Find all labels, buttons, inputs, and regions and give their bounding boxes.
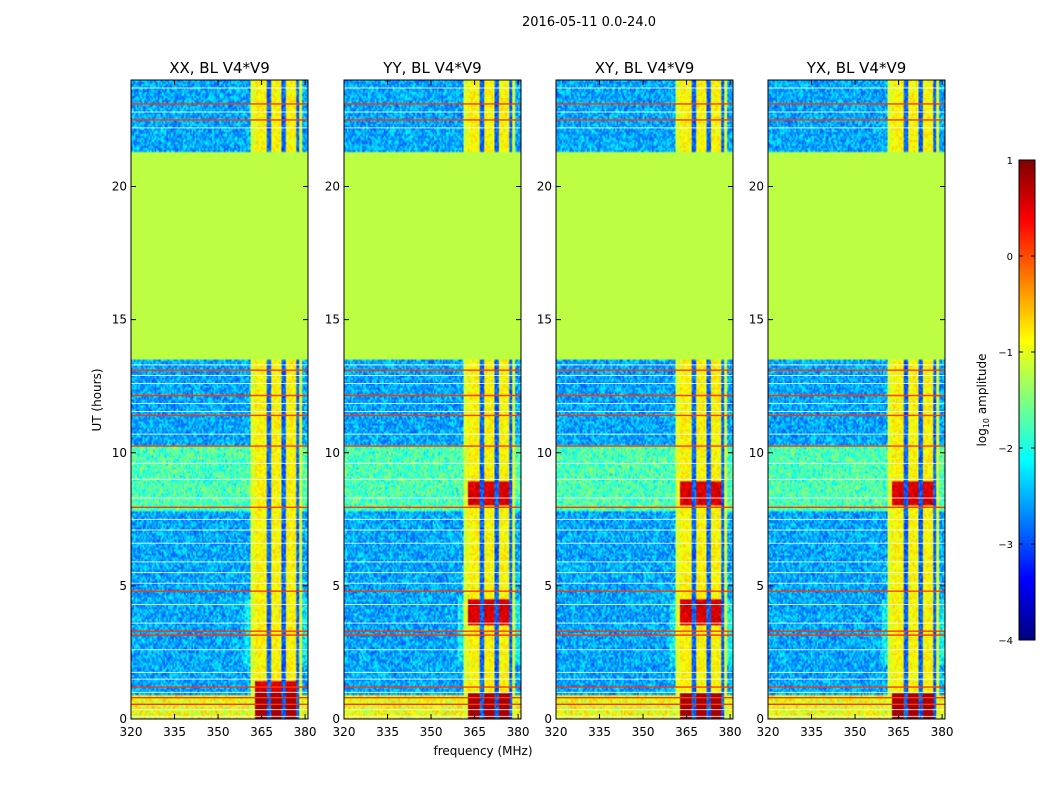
- colorbar-tick-label: −2: [998, 444, 1013, 455]
- x-tick-label: 335: [376, 725, 399, 739]
- y-tick-label: 15: [537, 313, 552, 327]
- colorbar-label-sub: 10: [982, 418, 991, 428]
- x-tick-label: 320: [120, 725, 143, 739]
- colorbar: 10−1−2−3−4 log10 amplitude: [975, 156, 1036, 647]
- x-tick-label: 320: [545, 725, 568, 739]
- x-tick-label: 335: [588, 725, 611, 739]
- y-tick-label: 10: [749, 446, 764, 460]
- y-axis-label: UT (hours): [90, 368, 104, 431]
- x-tick-label: 365: [463, 725, 486, 739]
- x-axis-label: frequency (MHz): [433, 744, 532, 758]
- spectrogram-image: [556, 80, 733, 719]
- panel-frame: [130, 79, 309, 720]
- colorbar-label: log10 amplitude: [975, 354, 991, 447]
- y-tick-label: 20: [325, 180, 340, 194]
- y-tick-label: 10: [325, 446, 340, 460]
- x-tick-label: 350: [207, 725, 230, 739]
- colorbar-tick-label: −3: [998, 540, 1013, 551]
- x-tick-label: 350: [420, 725, 443, 739]
- x-tick-label: 350: [632, 725, 655, 739]
- panel-1: XX, BL V4*V9 320 335 350 365 380 0 5 10 15 20: [112, 59, 317, 739]
- y-tick-label: 20: [537, 180, 552, 194]
- panel-title: YX, BL V4*V9: [806, 59, 907, 77]
- spectrogram-image: [131, 80, 308, 719]
- y-tick-label: 15: [749, 313, 764, 327]
- y-tick-label: 10: [112, 446, 127, 460]
- x-tick-label: 365: [675, 725, 698, 739]
- x-tick-label: 365: [250, 725, 273, 739]
- y-tick-label: 20: [749, 180, 764, 194]
- x-tick-label: 380: [931, 725, 954, 739]
- colorbar-ticks: 1 0 −1 −2 −3 −4: [998, 156, 1035, 647]
- x-tick-label: 380: [507, 725, 530, 739]
- y-tick-label: 15: [325, 313, 340, 327]
- spectrogram-image: [344, 80, 521, 719]
- colorbar-tick-label: −4: [998, 636, 1013, 647]
- y-tick-label: 0: [332, 712, 340, 726]
- colorbar-tick-label: 0: [1007, 252, 1013, 263]
- x-tick-label: 335: [163, 725, 186, 739]
- panel-4: YX, BL V4*V9 320 335 350 365 380 0 5 10 15 20: [749, 59, 954, 739]
- x-tick-label: 320: [333, 725, 356, 739]
- colorbar-tick-label: 1: [1007, 156, 1013, 167]
- panel-title: YY, BL V4*V9: [382, 59, 481, 77]
- x-tick-label: 380: [294, 725, 317, 739]
- panel-title: XX, BL V4*V9: [169, 59, 270, 77]
- y-tick-label: 5: [544, 579, 552, 593]
- y-tick-label: 5: [119, 579, 127, 593]
- panel-2: YY, BL V4*V9 320 335 350 365 380 0 5 10 15 20: [325, 59, 530, 739]
- y-tick-label: 0: [756, 712, 764, 726]
- panel-frame: [767, 79, 946, 720]
- x-tick-label: 350: [844, 725, 867, 739]
- y-tick-label: 15: [112, 313, 127, 327]
- x-tick-label: 365: [887, 725, 910, 739]
- y-tick-label: 10: [537, 446, 552, 460]
- panel-frame: [343, 79, 522, 720]
- y-tick-label: 5: [332, 579, 340, 593]
- colorbar-gradient: [1018, 159, 1036, 641]
- figure-suptitle: 2016-05-11 0.0-24.0: [522, 15, 656, 30]
- colorbar-tick-label: −1: [998, 348, 1013, 359]
- y-tick-label: 5: [756, 579, 764, 593]
- x-tick-label: 335: [800, 725, 823, 739]
- panel-title: XY, BL V4*V9: [595, 59, 695, 77]
- panel-frame: [555, 79, 734, 720]
- spectrogram-image: [768, 80, 945, 719]
- colorbar-label-rest: amplitude: [975, 354, 989, 418]
- x-tick-label: 380: [719, 725, 742, 739]
- colorbar-label-base: log: [975, 428, 989, 446]
- x-tick-label: 320: [757, 725, 780, 739]
- panel-3: XY, BL V4*V9 320 335 350 365 380 0 5 10 15 20: [537, 59, 742, 739]
- y-tick-label: 0: [119, 712, 127, 726]
- y-tick-label: 0: [544, 712, 552, 726]
- y-tick-label: 20: [112, 180, 127, 194]
